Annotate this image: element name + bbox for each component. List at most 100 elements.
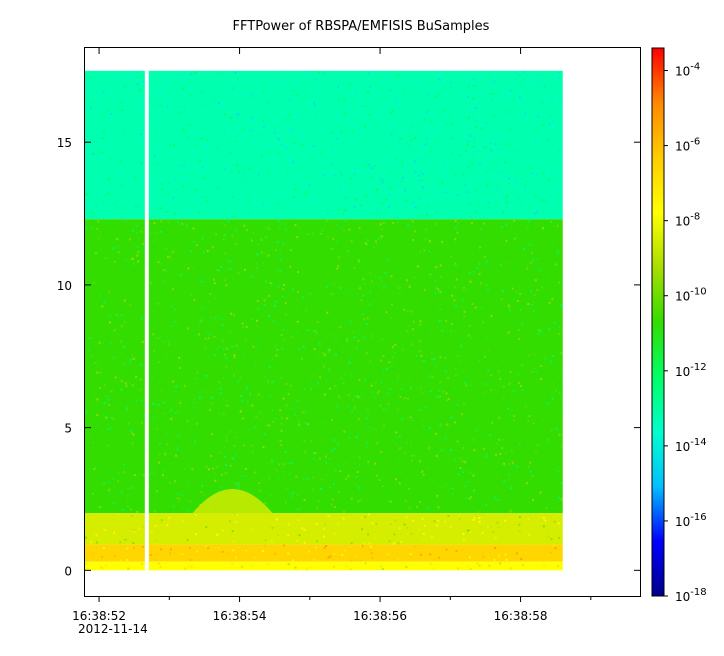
- speckle: [241, 96, 244, 99]
- speckle: [529, 261, 532, 264]
- speckle: [209, 293, 212, 296]
- speckle: [463, 381, 466, 384]
- speckle: [203, 196, 206, 199]
- speckle: [509, 567, 512, 570]
- speckle: [390, 170, 393, 173]
- speckle: [113, 402, 116, 405]
- speckle: [529, 497, 532, 500]
- speckle: [92, 516, 95, 519]
- speckle: [116, 313, 119, 316]
- speckle: [240, 565, 243, 568]
- speckle: [453, 458, 456, 461]
- speckle: [490, 130, 493, 133]
- speckle: [326, 209, 329, 212]
- speckle: [157, 358, 160, 361]
- speckle: [536, 258, 539, 261]
- speckle: [511, 450, 514, 453]
- speckle: [176, 446, 179, 449]
- speckle: [550, 175, 553, 178]
- speckle: [242, 326, 245, 329]
- speckle: [526, 267, 529, 270]
- speckle: [208, 320, 211, 323]
- speckle: [93, 89, 96, 92]
- speckle: [334, 532, 337, 535]
- speckle: [296, 539, 299, 542]
- speckle: [329, 555, 332, 558]
- speckle: [303, 411, 306, 414]
- speckle: [375, 430, 378, 433]
- speckle: [88, 342, 91, 345]
- speckle: [346, 339, 349, 342]
- speckle: [335, 137, 338, 140]
- speckle: [396, 557, 399, 560]
- speckle: [142, 177, 145, 180]
- speckle: [367, 96, 370, 99]
- speckle: [252, 176, 255, 179]
- speckle: [251, 404, 254, 407]
- speckle: [124, 321, 127, 324]
- speckle: [395, 284, 398, 287]
- speckle: [202, 400, 205, 403]
- speckle: [224, 562, 227, 565]
- speckle: [558, 433, 561, 436]
- speckle: [475, 429, 478, 432]
- speckle: [521, 388, 524, 391]
- speckle: [161, 182, 164, 185]
- speckle: [255, 416, 258, 419]
- speckle: [377, 237, 380, 240]
- speckle: [290, 77, 293, 80]
- speckle: [139, 104, 142, 107]
- speckle: [347, 250, 350, 253]
- speckle: [390, 526, 393, 529]
- speckle: [139, 89, 142, 92]
- speckle: [249, 377, 252, 380]
- speckle: [100, 263, 103, 266]
- speckle: [297, 421, 300, 424]
- speckle: [259, 490, 262, 493]
- speckle: [416, 193, 419, 196]
- speckle: [424, 287, 427, 290]
- speckle: [337, 265, 340, 268]
- speckle: [187, 509, 190, 512]
- speckle: [439, 425, 442, 428]
- speckle: [207, 384, 210, 387]
- speckle: [312, 476, 315, 479]
- speckle: [227, 220, 230, 223]
- speckle: [257, 307, 260, 310]
- speckle: [468, 325, 471, 328]
- speckle: [180, 369, 183, 372]
- speckle: [123, 448, 126, 451]
- speckle: [357, 418, 360, 421]
- speckle: [175, 454, 178, 457]
- speckle: [493, 421, 496, 424]
- speckle: [475, 541, 478, 544]
- speckle: [255, 471, 258, 474]
- speckle: [355, 484, 358, 487]
- speckle: [103, 510, 106, 513]
- speckle: [154, 525, 157, 528]
- speckle: [525, 405, 528, 408]
- speckle: [163, 340, 166, 343]
- speckle: [338, 256, 341, 259]
- speckle: [358, 87, 361, 90]
- speckle: [551, 397, 554, 400]
- speckle: [172, 124, 175, 127]
- speckle: [467, 116, 470, 119]
- speckle: [358, 464, 361, 467]
- speckle: [114, 270, 117, 273]
- speckle: [130, 430, 133, 433]
- speckle: [436, 210, 439, 213]
- speckle: [194, 71, 197, 74]
- speckle: [245, 325, 248, 328]
- speckle: [270, 459, 273, 462]
- speckle: [287, 82, 290, 85]
- speckle: [155, 539, 158, 542]
- speckle: [480, 525, 483, 528]
- speckle: [502, 211, 505, 214]
- speckle: [226, 216, 229, 219]
- speckle: [324, 150, 327, 153]
- speckle: [330, 449, 333, 452]
- speckle: [283, 544, 286, 547]
- speckle: [297, 379, 300, 382]
- speckle: [454, 226, 457, 229]
